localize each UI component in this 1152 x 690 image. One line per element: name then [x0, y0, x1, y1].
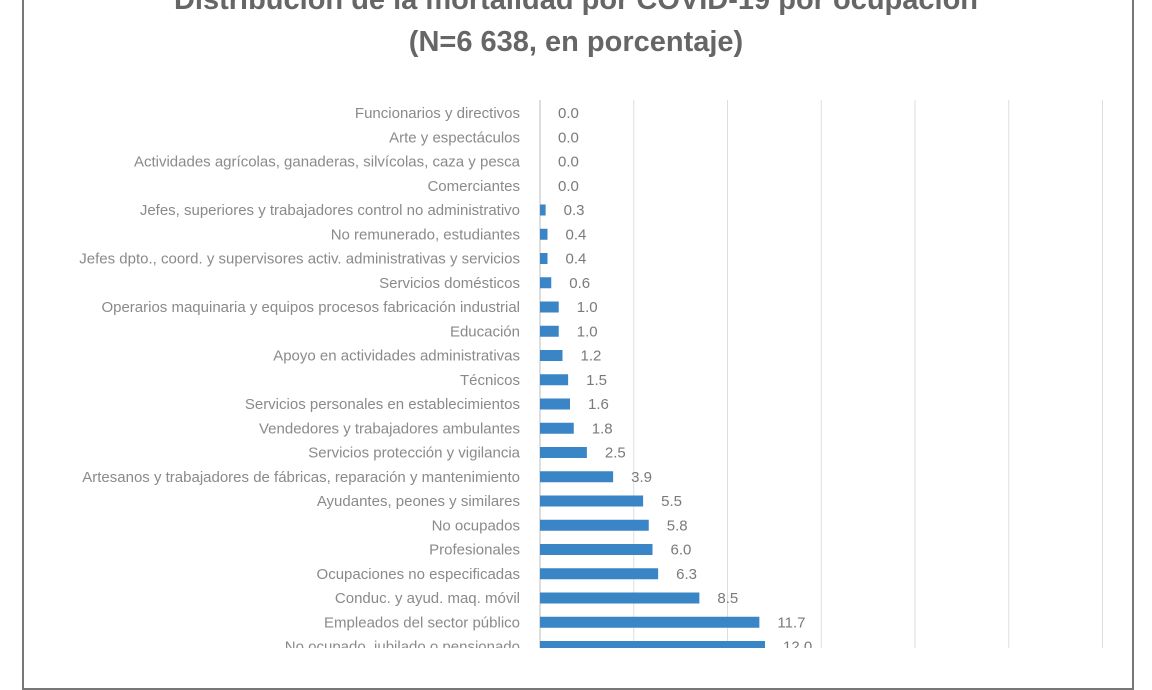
bar: [540, 592, 700, 604]
bar: [540, 374, 569, 386]
bar: [540, 301, 559, 313]
value-label: 11.7: [777, 614, 805, 631]
bar: [540, 495, 644, 507]
bar: [540, 204, 546, 216]
category-label: Educación: [450, 323, 520, 340]
category-label: Comerciantes: [427, 178, 520, 195]
value-label: 0.0: [558, 178, 579, 195]
value-label: 6.3: [676, 566, 697, 583]
category-label: Servicios protección y vigilancia: [308, 445, 520, 462]
value-label: 1.2: [581, 348, 602, 365]
category-label: No ocupados: [432, 517, 520, 534]
value-label: 12.0: [783, 639, 812, 649]
value-label: 0.4: [566, 226, 587, 243]
value-label: 0.6: [569, 275, 590, 292]
category-label: No remunerado, estudiantes: [331, 226, 520, 243]
category-label: Profesionales: [429, 542, 520, 559]
value-label: 0.3: [564, 202, 585, 219]
value-label: 1.0: [577, 299, 598, 316]
value-label: 0.0: [558, 105, 579, 122]
category-label: No ocupado, jubilado o pensionado: [285, 639, 520, 649]
category-label: Apoyo en actividades administrativas: [273, 348, 520, 365]
value-label: 1.8: [592, 420, 613, 437]
category-label: Jefes, superiores y trabajadores control…: [140, 202, 520, 219]
chart-title: Distribución de la mortalidad por COVID-…: [173, 0, 979, 16]
category-label: Arte y espectáculos: [389, 129, 520, 146]
category-label: Conduc. y ayud. maq. móvil: [335, 590, 520, 607]
category-label: Vendedores y trabajadores ambulantes: [259, 420, 520, 437]
category-label: Artesanos y trabajadores de fábricas, re…: [82, 469, 520, 486]
bar: [540, 447, 587, 458]
bar: [540, 422, 574, 434]
bar: [540, 277, 552, 289]
value-label: 0.0: [558, 129, 579, 146]
bar: [540, 325, 559, 337]
bar: [540, 568, 659, 580]
value-label: 8.5: [717, 590, 738, 607]
value-label: 0.4: [566, 251, 587, 268]
category-label: Empleados del sector público: [324, 614, 520, 631]
category-label: Actividades agrícolas, ganaderas, silvíc…: [134, 154, 521, 171]
category-label: Servicios personales en establecimientos: [245, 396, 520, 413]
value-label: 5.8: [667, 517, 688, 534]
bar: [540, 228, 548, 240]
category-label: Jefes dpto., coord. y supervisores activ…: [79, 251, 520, 268]
value-label: 2.5: [605, 445, 626, 462]
bar: [540, 544, 653, 555]
category-label: Funcionarios y directivos: [355, 105, 520, 122]
bar: [540, 519, 649, 531]
category-label: Ocupaciones no especificadas: [317, 566, 520, 583]
bar: [540, 350, 563, 361]
bar: [540, 253, 548, 264]
bar: [540, 641, 765, 648]
category-label: Técnicos: [460, 372, 520, 389]
value-label: 6.0: [671, 542, 692, 559]
category-label: Ayudantes, peones y similares: [317, 493, 520, 510]
bar: [540, 471, 614, 483]
value-label: 5.5: [661, 493, 682, 510]
chart-subtitle: (N=6 638, en porcentaje): [408, 26, 744, 58]
value-label: 1.0: [577, 323, 598, 340]
bar: [540, 398, 570, 410]
value-label: 1.5: [586, 372, 607, 389]
category-label: Operarios maquinaria y equipos procesos …: [101, 299, 520, 316]
value-label: 3.9: [631, 469, 652, 486]
value-label: 1.6: [588, 396, 609, 413]
category-label: Servicios domésticos: [379, 275, 520, 292]
value-label: 0.0: [558, 154, 579, 171]
bar-chart: Funcionarios y directivos 0.0 Arte y espec…: [79, 100, 1103, 649]
bar: [540, 616, 760, 628]
